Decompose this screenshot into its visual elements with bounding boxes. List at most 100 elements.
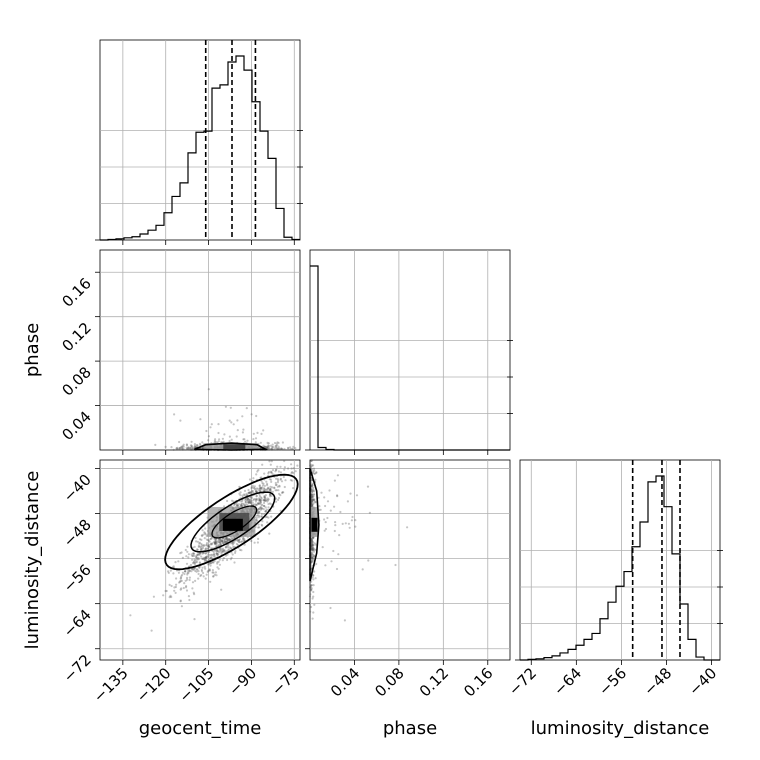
sample-point [267,444,270,448]
sample-point [218,541,221,544]
sample-point [231,542,235,545]
sample-point [267,446,270,449]
sample-point [229,542,232,545]
sample-point [267,502,270,506]
sample-point [249,491,252,494]
sample-point [186,573,189,576]
sample-point [271,448,274,451]
sample-point [216,549,219,552]
sample-point [212,561,215,564]
sample-point [219,541,222,544]
sample-point [193,567,196,570]
sample-point [263,501,266,505]
sample-point [289,479,292,482]
sample-point [191,581,195,584]
sample-point [269,493,272,496]
sample-point [336,495,339,498]
sample-point [256,514,259,517]
sample-point [262,482,265,485]
sample-point [181,447,184,451]
sample-point [265,488,268,491]
sample-point [269,488,272,491]
sample-point [337,553,340,556]
sample-point [218,438,221,441]
sample-point [310,538,313,541]
sample-point [223,539,226,542]
sample-point [195,570,198,573]
sample-point [312,574,315,577]
sample-point [191,448,195,451]
sample-point [266,445,269,448]
sample-point [238,548,242,552]
sample-point [252,432,255,435]
sample-point [214,540,217,543]
sample-point [312,498,316,501]
sample-point [315,471,318,474]
sample-point [255,498,258,502]
sample-point [259,501,262,504]
sample-point [257,508,260,511]
sample-point [179,577,182,580]
sample-point [264,510,267,513]
sample-point [334,524,337,527]
sample-point [215,541,218,544]
sample-point [196,548,199,551]
sample-point [207,563,210,566]
sample-point [310,503,314,506]
sample-point [269,493,272,496]
sample-point [244,497,247,501]
sample-point [175,577,178,580]
sample-point [184,579,187,582]
sample-point [234,550,237,553]
sample-point [254,498,257,501]
sample-point [310,587,313,590]
sample-point [283,485,286,489]
sample-point [311,574,315,577]
sample-point [268,532,271,535]
sample-point [210,423,213,426]
sample-point [209,538,212,541]
sample-point [204,556,207,559]
sample-point [263,488,266,491]
sample-point [180,587,183,590]
sample-point [260,496,263,499]
sample-point [252,438,255,441]
sample-point [206,555,209,558]
sample-point [202,556,205,559]
sample-point [263,487,266,490]
sample-point [223,538,226,541]
sample-point [311,484,314,487]
sample-point [310,538,313,542]
sample-point [219,539,222,542]
sample-point [200,534,203,537]
sample-point [209,557,212,560]
sample-point [199,545,202,548]
sample-point [253,485,256,488]
sample-point [258,514,261,517]
sample-point [193,545,196,549]
sample-point [207,539,210,542]
sample-point [311,544,314,547]
sample-point [179,600,182,603]
sample-point [266,441,269,444]
sample-point [205,555,208,559]
sample-point [291,471,294,474]
sample-point [310,544,314,547]
sample-point [245,407,248,410]
sample-point [310,478,313,482]
sample-point [195,445,198,448]
sample-point [258,497,261,500]
sample-point [269,488,272,491]
sample-point [207,539,210,542]
sample-point [213,538,216,541]
sample-point [311,540,314,544]
sample-point [203,544,206,547]
sample-point [312,536,315,539]
sample-point [310,500,313,504]
y-axis-label-phase: phase [22,323,43,377]
sample-point [185,443,188,446]
sample-point [259,499,262,502]
sample-point [312,536,315,539]
sample-point [214,542,217,545]
sample-point [314,543,317,546]
